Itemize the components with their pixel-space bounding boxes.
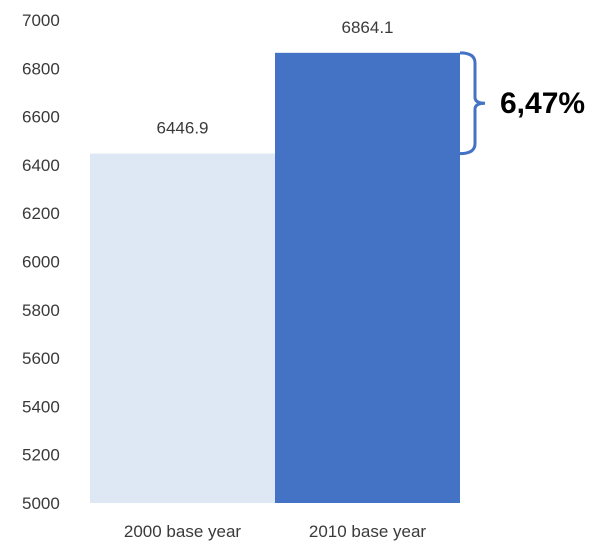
- category-label: 2000 base year: [124, 522, 242, 541]
- data-label: 6864.1: [342, 18, 394, 37]
- y-tick-label: 5200: [22, 446, 60, 465]
- y-tick-label: 5400: [22, 397, 60, 416]
- data-labels: 6446.9 6864.1: [157, 18, 394, 138]
- y-tick-label: 5600: [22, 349, 60, 368]
- x-axis-categories: 2000 base year 2010 base year: [124, 522, 427, 541]
- y-tick-label: 6600: [22, 108, 60, 127]
- y-tick-label: 6200: [22, 204, 60, 223]
- bar-2: [275, 52, 460, 503]
- percentage-annotation: 6,47%: [459, 51, 585, 156]
- y-tick-label: 5800: [22, 301, 60, 320]
- annotation-label: 6,47%: [500, 87, 585, 120]
- y-tick-label: 6400: [22, 156, 60, 175]
- y-tick-label: 6800: [22, 59, 60, 78]
- y-axis-ticks: 5000 5200 5400 5600 5800 6000 6200 6400 6600 6800…: [22, 11, 60, 513]
- y-tick-label: 5000: [22, 494, 60, 513]
- bar-1: [90, 153, 275, 503]
- y-tick-label: 7000: [22, 11, 60, 30]
- data-label: 6446.9: [157, 119, 209, 138]
- bars: [90, 52, 460, 503]
- y-tick-label: 6000: [22, 253, 60, 272]
- bracket-shape: [459, 51, 486, 156]
- category-label: 2010 base year: [309, 522, 427, 541]
